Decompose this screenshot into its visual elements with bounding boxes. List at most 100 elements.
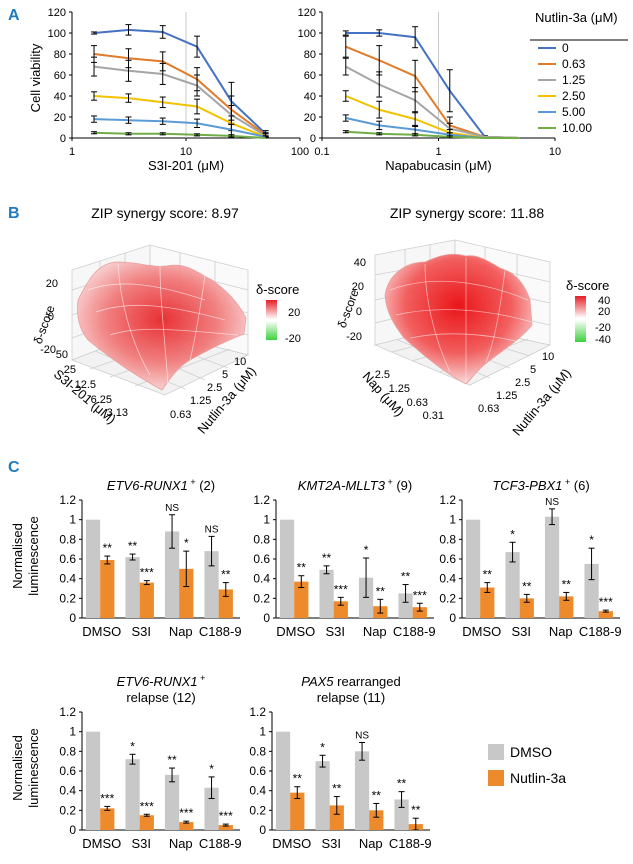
y-tick-label: 0 [69, 823, 76, 837]
score-legend-tick-2-3: -40 [595, 334, 611, 346]
bar-dmso-nutlin-3a [294, 581, 309, 618]
significance-marker: * [510, 527, 515, 541]
series-line-10-00 [93, 131, 266, 139]
y-tick-label: 1 [449, 513, 456, 527]
category-label-c188-9: C188-9 [579, 624, 622, 639]
zticks-1-2: -20 [40, 344, 56, 356]
x-tick-1-3: 6.25 [91, 394, 112, 406]
score-legend-title-1: δ-score [256, 282, 299, 297]
significance-marker: ** [128, 539, 138, 553]
series-line-0-63 [93, 53, 267, 136]
legend-swatch-nutlin [488, 770, 504, 786]
series-line-10-00 [345, 130, 520, 139]
legend-label-0: 0 [562, 41, 569, 55]
legend-label-5-00: 5.00 [562, 105, 586, 119]
category-label-c188-9: C188-9 [199, 836, 242, 851]
y-tick-2-1: 5 [530, 364, 536, 376]
zticks-2-1: 20 [352, 281, 364, 293]
y-tick-label: 20 [54, 112, 66, 124]
significance-marker: *** [179, 806, 193, 820]
score-colorbar-2 [575, 296, 586, 342]
surface-mesh-2 [389, 258, 533, 382]
significance-marker: ** [372, 788, 382, 802]
x-tick-label: 10 [549, 146, 561, 158]
y-tick-label: 120 [298, 7, 316, 19]
y-tick-label: 0 [60, 133, 66, 145]
x-tick-label: 100 [291, 146, 309, 158]
category-label-nap: Nap [549, 624, 573, 639]
bar-s3i-nutlin-3a [333, 601, 348, 618]
series-line-0 [345, 32, 520, 139]
y-tick-label: 0.4 [59, 572, 76, 586]
y-tick-label: 0 [259, 823, 266, 837]
bar-s3i-dmso [125, 759, 140, 830]
significance-marker: *** [413, 588, 427, 602]
y-tick-label: 0.4 [59, 784, 76, 798]
panel-label-c: C [8, 459, 20, 476]
bar-dmso-dmso [279, 519, 295, 618]
legend-label-nutlin: Nutlin-3a [510, 770, 566, 786]
category-label-s3i: S3I [511, 624, 531, 639]
significance-marker: * [320, 740, 325, 754]
significance-marker: ** [483, 568, 493, 582]
series-line-1-25 [93, 65, 267, 137]
bar-c188-9-nutlin-3a [598, 611, 613, 618]
bar-chart-etv6-runx1: 00.20.40.60.811.2**DMSO*****S3INS*NapNS*… [59, 477, 241, 639]
y-tick-label: 1.2 [253, 493, 270, 507]
bar-nap-dmso [354, 751, 370, 830]
y-tick-label: 0.2 [439, 591, 456, 605]
legend-label-10-00: 10.00 [562, 121, 592, 135]
bar-c188-9-dmso [204, 551, 219, 618]
y-tick-label: 1.2 [59, 705, 76, 719]
y-tick-label: 80 [54, 49, 66, 61]
y-tick-label: 1 [69, 725, 76, 739]
significance-marker: ** [297, 561, 307, 575]
significance-marker: ** [221, 568, 231, 582]
bar-chart-etv6-runx1-relapse: 00.20.40.60.811.2***DMSO****S3I*****Nap*… [59, 673, 241, 851]
category-label-dmso: DMSO [272, 836, 311, 851]
category-label-c188-9: C188-9 [389, 836, 432, 851]
y-tick-label: 60 [54, 70, 66, 82]
y-tick-label: 0.8 [59, 532, 76, 546]
significance-marker: *** [100, 791, 114, 805]
x-tick-label: 10 [180, 146, 192, 158]
y-tick-label: 0.6 [59, 764, 76, 778]
bar-s3i-dmso [125, 557, 140, 618]
synergy-plot-napabucasin: ZIP synergy score: 11.88 40 20 0 -20 δ-s… [335, 205, 611, 439]
significance-marker: ** [411, 803, 421, 817]
significance-marker: ** [293, 772, 303, 786]
category-label-dmso: DMSO [276, 624, 315, 639]
y-tick-label: 0.2 [249, 803, 266, 817]
y-tick-2-4: 0.63 [478, 403, 499, 415]
significance-marker: ** [332, 782, 342, 796]
bar-s3i-nutlin-3a [519, 598, 534, 618]
panel-label-b: B [8, 205, 20, 222]
normalised-label-top-2: luminescence [26, 516, 41, 596]
y-tick-label: 120 [48, 7, 66, 19]
y-tick-1-3: 1.25 [190, 395, 211, 407]
bar-dmso-dmso [85, 731, 101, 830]
z-axis-label-1: δ-score [31, 303, 58, 346]
series-line-2-50 [93, 95, 267, 138]
zticks-1-1: 0 [48, 311, 54, 323]
significance-marker: NS [165, 503, 179, 514]
bar-c188-9-nutlin-3a [218, 589, 233, 618]
bar-nap-dmso [544, 516, 560, 618]
y-tick-label: 0.8 [59, 744, 76, 758]
significance-marker: NS [205, 524, 219, 535]
significance-marker: ** [397, 777, 407, 791]
significance-marker: ** [167, 753, 177, 767]
y-tick-label: 80 [304, 49, 316, 61]
significance-marker: *** [140, 799, 154, 813]
category-label-dmso: DMSO [82, 624, 121, 639]
bar-nap-dmso [164, 531, 180, 618]
normalised-label-top-1: Normalised [10, 523, 25, 589]
cell-viability-label: Cell viability [28, 43, 43, 112]
significance-marker: * [209, 762, 214, 776]
category-label-s3i: S3I [321, 836, 341, 851]
score-legend-tick-1-0: 20 [288, 307, 300, 319]
significance-marker: * [130, 739, 135, 753]
bar-nap-dmso [164, 774, 180, 830]
y-tick-label: 0.8 [249, 744, 266, 758]
normalised-label-bottom-1: Normalised [10, 735, 25, 801]
